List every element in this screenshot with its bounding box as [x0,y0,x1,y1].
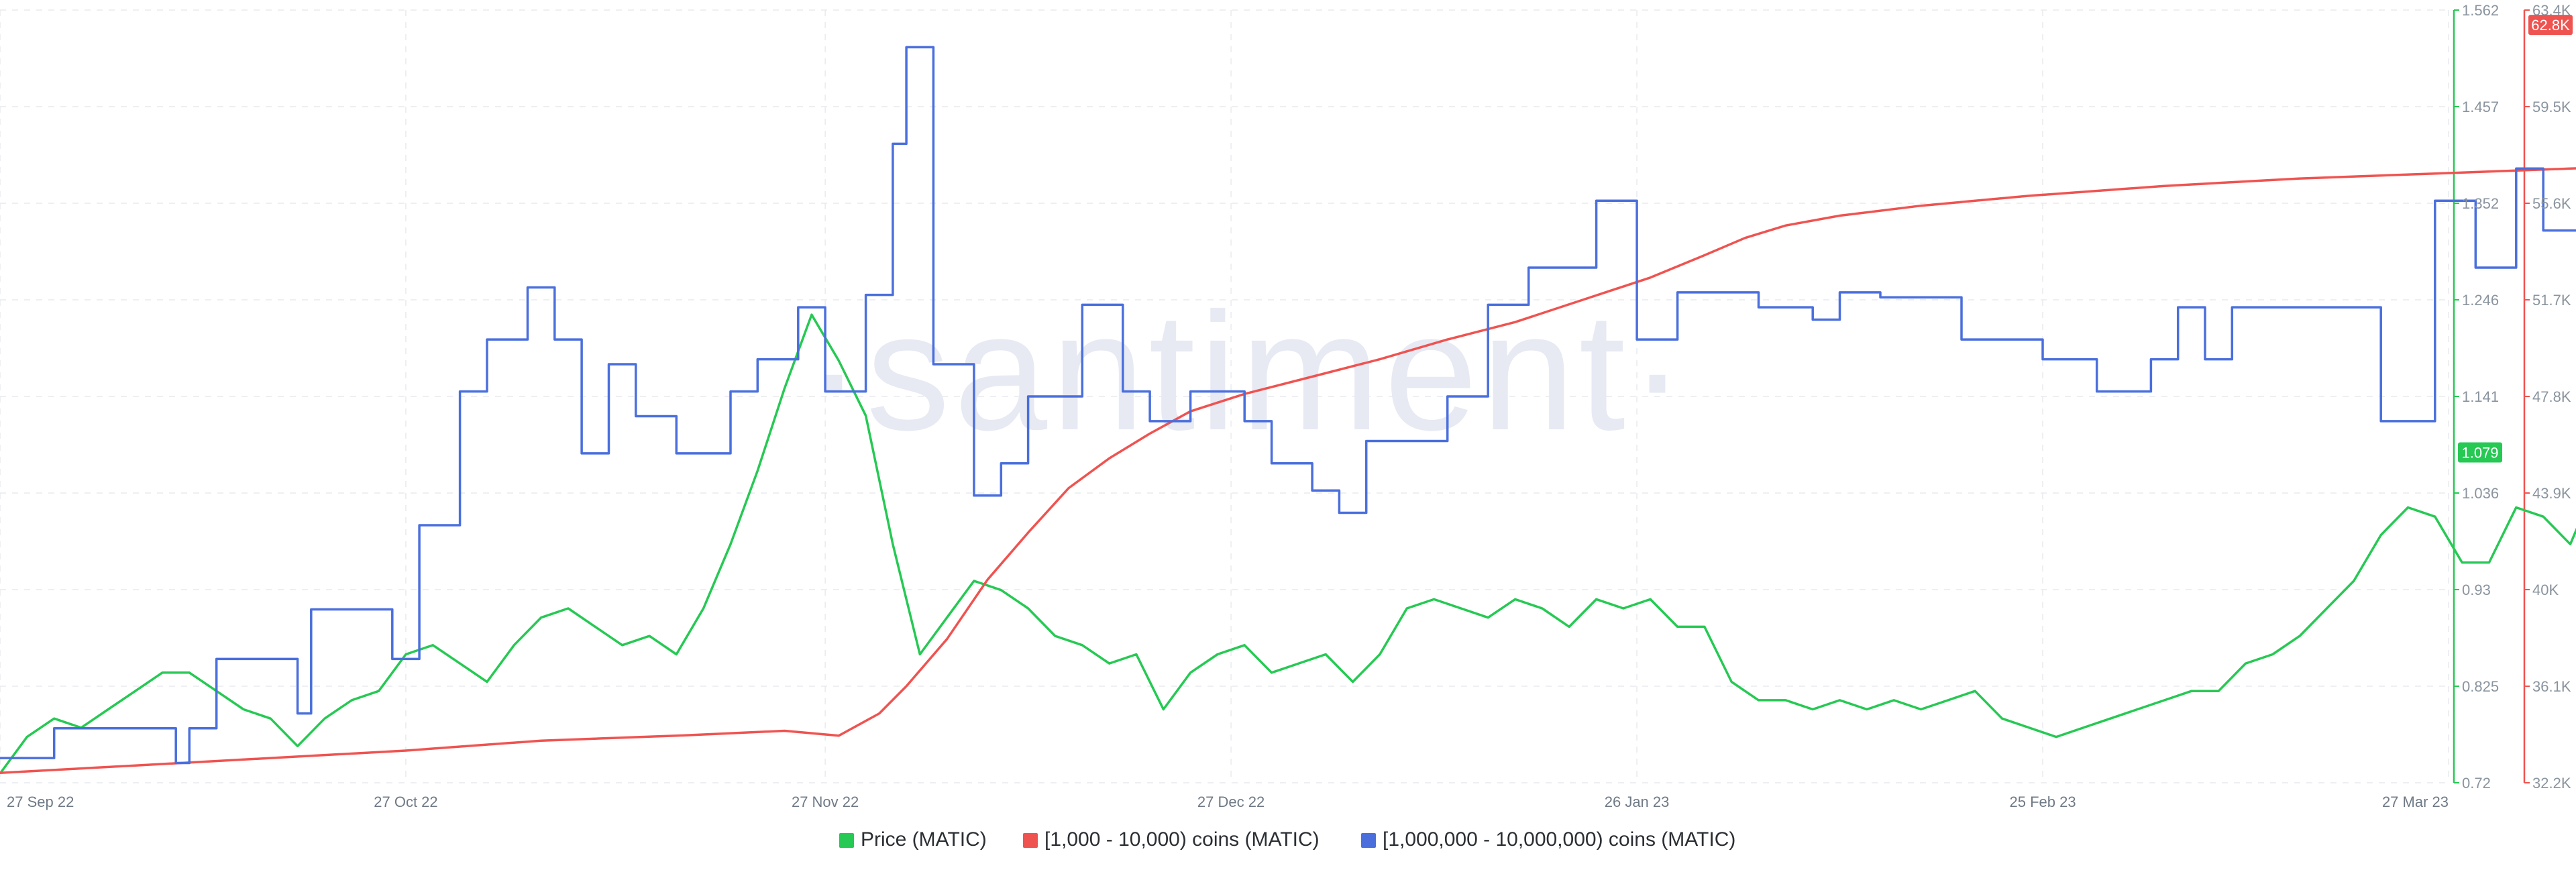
holders-axis-tick-label: 59.5K [2532,99,2571,115]
x-tick-label: 25 Feb 23 [2009,794,2076,810]
price-axis-tick-label: 1.457 [2462,99,2499,115]
x-tick-label: 27 Sep 22 [7,794,74,810]
holders-axis-tick-label: 32.2K [2532,775,2571,792]
price-current-label: 1.079 [2461,444,2498,461]
legend-label: [1,000 - 10,000) coins (MATIC) [1044,828,1320,851]
price-axis-tick-label: 1.141 [2462,388,2499,405]
legend-item-2: [1,000 - 10,000) coins (MATIC) [1023,828,1320,851]
series-layer [0,46,2576,775]
holders-axis-tick-label: 55.6K [2532,195,2571,212]
price-axis-tick-label: 1.562 [2462,2,2499,19]
x-tick-label: 26 Jan 23 [1605,794,1670,810]
legend-label: [1,000,000 - 10,000,000) coins (MATIC) [1383,828,1735,851]
legend-item-3: [1,000,000 - 10,000,000) coins (MATIC) [1361,828,1735,851]
x-tick-label: 27 Oct 22 [374,794,437,810]
series-line-1 [0,313,2576,775]
price-axis-tick-label: 0.72 [2462,775,2491,792]
legend-label: Price (MATIC) [861,828,987,851]
series-line-2 [0,167,2576,774]
legend-swatch [1023,833,1038,848]
series-line-3 [0,46,2576,765]
price-axis-tick-label: 0.93 [2462,582,2491,598]
holders-axis-tick-label: 51.7K [2532,292,2571,309]
price-current-badge [2458,442,2502,463]
label-layer: 27 Sep 22 27 Oct 22 27 Nov 22 27 Dec 22 26 J… [7,2,2573,810]
legend-item-1: Price (MATIC) [839,828,987,851]
holders-current-label: 62.8K [2531,17,2570,34]
holders-axis-tick-label: 36.1K [2532,678,2571,695]
x-tick-label: 27 Mar 23 [2382,794,2449,810]
price-axis-tick-label: 1.352 [2462,195,2499,212]
holders-current-badge [2528,15,2573,36]
watermark: ·santiment· [806,278,1689,465]
holders-axis-tick-label: 40K [2532,582,2559,598]
legend: Price (MATIC) [1,000 - 10,000) coins (MAT… [839,828,1735,851]
holders-axis-tick-label: 47.8K [2532,388,2571,405]
price-axis-tick-label: 1.036 [2462,485,2499,502]
x-tick-label: 27 Dec 22 [1197,794,1265,810]
legend-swatch [1361,833,1376,848]
axis-layer [2453,9,2530,783]
x-tick-label: 27 Nov 22 [792,794,859,810]
price-axis-tick-label: 1.246 [2462,292,2499,309]
legend-swatch [839,833,854,848]
holders-axis-tick-label: 43.9K [2532,485,2571,502]
price-axis-tick-label: 0.825 [2462,678,2499,695]
grid-layer [0,9,2449,783]
